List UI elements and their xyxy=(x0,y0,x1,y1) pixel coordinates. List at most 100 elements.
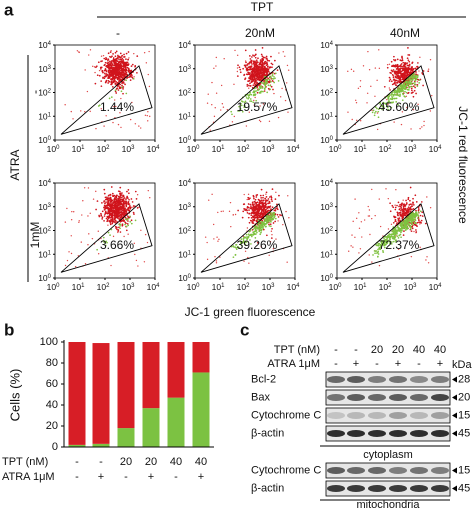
marker-arrow xyxy=(452,430,457,437)
event-dot xyxy=(109,219,111,222)
event-dot xyxy=(383,85,386,88)
event-dot xyxy=(242,210,245,213)
event-dot xyxy=(256,204,259,206)
x-tick-label: 20 xyxy=(145,456,157,468)
event-dot xyxy=(410,217,413,220)
event-dot xyxy=(111,192,114,195)
x-tick-label: - xyxy=(174,471,178,483)
event-dot xyxy=(230,225,232,228)
plot-frame xyxy=(336,182,438,279)
event-dot xyxy=(396,91,398,94)
gate-percentage: 45.60% xyxy=(379,100,420,114)
event-dot xyxy=(115,59,118,62)
event-dot xyxy=(122,92,124,95)
event-dot xyxy=(119,220,122,223)
event-dot xyxy=(97,253,100,255)
event-dot xyxy=(243,260,245,262)
event-dot xyxy=(362,65,365,67)
event-dot xyxy=(410,128,412,130)
event-dot xyxy=(395,97,398,100)
event-dot xyxy=(412,197,414,200)
event-dot xyxy=(359,85,362,88)
event-dot xyxy=(106,202,109,205)
event-dot xyxy=(118,192,121,195)
event-dot xyxy=(276,207,278,210)
event-dot xyxy=(412,204,415,206)
event-dot xyxy=(242,67,244,70)
event-dot xyxy=(265,57,268,60)
treatment-header: TPT xyxy=(251,0,274,14)
event-dot xyxy=(145,62,148,64)
event-dot xyxy=(245,125,248,127)
tick-exponent: 0 xyxy=(330,136,334,142)
event-dot xyxy=(109,197,112,199)
event-dot xyxy=(271,80,274,82)
event-dot xyxy=(284,55,286,58)
event-dot xyxy=(130,65,133,67)
event-dot xyxy=(385,188,387,190)
event-dot xyxy=(248,61,251,64)
event-dot xyxy=(116,76,119,79)
event-dot xyxy=(118,207,121,209)
event-dot xyxy=(245,233,248,236)
event-dot xyxy=(402,84,405,86)
blot-band xyxy=(410,430,428,437)
tick-label: 100 xyxy=(38,135,51,145)
event-dot xyxy=(389,71,392,74)
event-dot xyxy=(406,78,409,81)
event-dot xyxy=(248,234,251,237)
blot-band xyxy=(410,485,428,492)
event-dot xyxy=(118,71,121,74)
event-dot xyxy=(260,60,263,63)
event-dot xyxy=(120,75,123,78)
event-dot xyxy=(422,84,424,87)
event-dot xyxy=(92,65,94,68)
event-dot xyxy=(103,215,106,217)
event-dot xyxy=(397,90,400,93)
event-dot xyxy=(70,110,72,113)
event-dot xyxy=(392,76,395,79)
event-dot xyxy=(81,214,83,216)
event-dot xyxy=(401,73,404,76)
event-dot xyxy=(254,93,257,96)
tick-base: 10 xyxy=(262,144,272,154)
event-dot xyxy=(249,65,252,68)
tick-label: 100 xyxy=(38,273,51,283)
event-dot xyxy=(239,108,242,110)
event-dot xyxy=(248,77,250,79)
tick-label: 101 xyxy=(38,250,51,260)
event-dot xyxy=(254,237,257,239)
event-dot xyxy=(393,58,395,61)
event-dot xyxy=(411,73,414,76)
x-tick-label: 40 xyxy=(195,456,207,468)
event-dot xyxy=(256,241,259,244)
y-tick-label: 40 xyxy=(46,399,58,411)
tick-base: 10 xyxy=(122,282,132,292)
event-dot xyxy=(394,218,397,221)
event-dot xyxy=(111,204,114,207)
bar-segment xyxy=(117,428,135,447)
event-dot xyxy=(103,125,105,127)
event-dot xyxy=(366,92,369,94)
tick-label: 103 xyxy=(122,144,135,154)
event-dot xyxy=(262,56,265,59)
event-dot xyxy=(270,198,273,201)
event-dot xyxy=(112,235,115,238)
event-dot xyxy=(254,66,256,69)
event-dot xyxy=(270,225,272,228)
event-dot xyxy=(242,100,244,103)
event-dot xyxy=(420,219,423,222)
event-dot xyxy=(348,250,350,252)
event-dot xyxy=(129,215,131,218)
event-dot xyxy=(408,54,411,56)
event-dot xyxy=(274,220,276,223)
event-dot xyxy=(262,208,265,211)
event-dot xyxy=(409,199,411,202)
blot-band xyxy=(389,412,407,419)
event-dot xyxy=(119,78,122,80)
event-dot xyxy=(268,78,271,81)
tick-base: 10 xyxy=(47,144,57,154)
event-dot xyxy=(391,101,394,104)
event-dot xyxy=(249,197,251,200)
flow-plot xyxy=(348,186,432,267)
